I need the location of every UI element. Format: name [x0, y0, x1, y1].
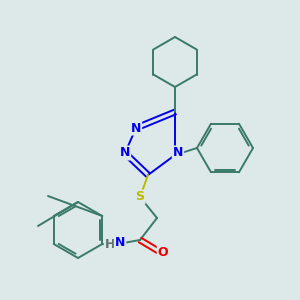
Text: H: H — [105, 238, 115, 251]
Text: N: N — [131, 122, 141, 134]
Text: N: N — [120, 146, 130, 160]
Text: S: S — [136, 190, 145, 203]
Text: O: O — [158, 245, 168, 259]
Text: N: N — [173, 146, 183, 160]
Text: N: N — [115, 236, 125, 248]
